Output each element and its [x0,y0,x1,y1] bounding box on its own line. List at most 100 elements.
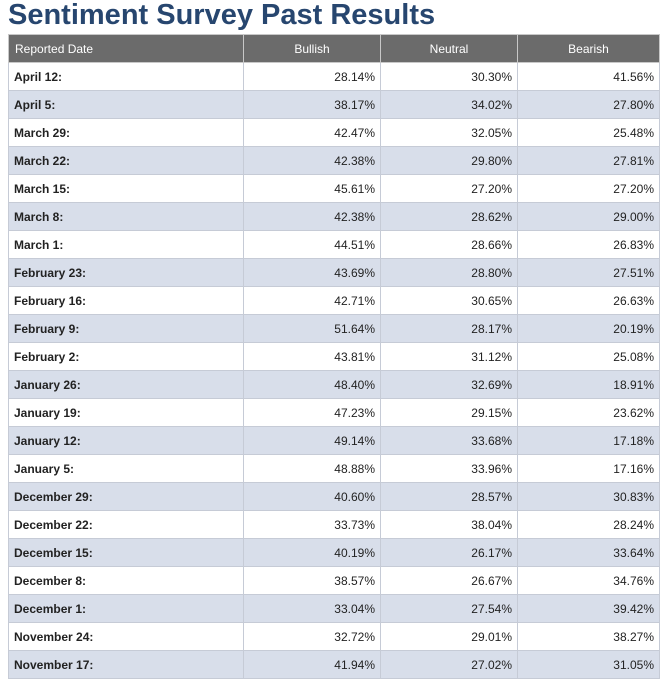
bullish-cell: 40.19% [243,538,381,567]
neutral-cell: 34.02% [380,90,518,119]
neutral-cell: 27.54% [380,594,518,623]
reported-date-cell: February 2: [8,342,244,371]
neutral-cell: 27.20% [380,174,518,203]
neutral-cell: 33.68% [380,426,518,455]
table-row: January 26: 48.40% 32.69% 18.91% [8,370,660,399]
neutral-cell: 28.62% [380,202,518,231]
table-row: December 29: 40.60% 28.57% 30.83% [8,482,660,511]
bullish-cell: 45.61% [243,174,381,203]
bullish-cell: 38.57% [243,566,381,595]
bearish-cell: 25.08% [517,342,660,371]
reported-date-cell: February 16: [8,286,244,315]
neutral-cell: 27.02% [380,650,518,679]
table-row: March 22: 42.38% 29.80% 27.81% [8,146,660,175]
bearish-cell: 27.80% [517,90,660,119]
reported-date-cell: January 12: [8,426,244,455]
header-reported-date: Reported Date [8,34,244,63]
bullish-cell: 48.40% [243,370,381,399]
table-row: February 2: 43.81% 31.12% 25.08% [8,342,660,371]
bullish-cell: 38.17% [243,90,381,119]
neutral-cell: 29.15% [380,398,518,427]
bearish-cell: 39.42% [517,594,660,623]
bearish-cell: 34.76% [517,566,660,595]
table-row: March 8: 42.38% 28.62% 29.00% [8,202,660,231]
bullish-cell: 33.04% [243,594,381,623]
reported-date-cell: November 24: [8,622,244,651]
table-body: April 12: 28.14% 30.30% 41.56% April 5: 38.17… [8,62,660,679]
neutral-cell: 28.17% [380,314,518,343]
header-bearish: Bearish [517,34,660,63]
reported-date-cell: March 22: [8,146,244,175]
table-row: March 15: 45.61% 27.20% 27.20% [8,174,660,203]
reported-date-cell: March 8: [8,202,244,231]
bullish-cell: 33.73% [243,510,381,539]
table-row: December 1: 33.04% 27.54% 39.42% [8,594,660,623]
bullish-cell: 43.81% [243,342,381,371]
bullish-cell: 32.72% [243,622,381,651]
reported-date-cell: April 5: [8,90,244,119]
reported-date-cell: November 17: [8,650,244,679]
bearish-cell: 38.27% [517,622,660,651]
neutral-cell: 32.69% [380,370,518,399]
bearish-cell: 26.63% [517,286,660,315]
neutral-cell: 28.80% [380,258,518,287]
bullish-cell: 28.14% [243,62,381,91]
reported-date-cell: January 26: [8,370,244,399]
table-row: November 24: 32.72% 29.01% 38.27% [8,622,660,651]
bullish-cell: 42.71% [243,286,381,315]
table-row: March 1: 44.51% 28.66% 26.83% [8,230,660,259]
bearish-cell: 20.19% [517,314,660,343]
table-row: January 12: 49.14% 33.68% 17.18% [8,426,660,455]
table-row: February 23: 43.69% 28.80% 27.51% [8,258,660,287]
neutral-cell: 28.66% [380,230,518,259]
table-row: December 15: 40.19% 26.17% 33.64% [8,538,660,567]
neutral-cell: 30.30% [380,62,518,91]
bearish-cell: 27.81% [517,146,660,175]
bearish-cell: 17.16% [517,454,660,483]
bearish-cell: 31.05% [517,650,660,679]
bullish-cell: 51.64% [243,314,381,343]
neutral-cell: 38.04% [380,510,518,539]
table-row: January 5: 48.88% 33.96% 17.16% [8,454,660,483]
bullish-cell: 41.94% [243,650,381,679]
table-row: January 19: 47.23% 29.15% 23.62% [8,398,660,427]
bullish-cell: 48.88% [243,454,381,483]
table-row: February 9: 51.64% 28.17% 20.19% [8,314,660,343]
neutral-cell: 30.65% [380,286,518,315]
bearish-cell: 33.64% [517,538,660,567]
bearish-cell: 41.56% [517,62,660,91]
reported-date-cell: February 9: [8,314,244,343]
reported-date-cell: January 5: [8,454,244,483]
reported-date-cell: March 29: [8,118,244,147]
reported-date-cell: March 1: [8,230,244,259]
reported-date-cell: December 22: [8,510,244,539]
bullish-cell: 47.23% [243,398,381,427]
bearish-cell: 28.24% [517,510,660,539]
table-row: March 29: 42.47% 32.05% 25.48% [8,118,660,147]
header-neutral: Neutral [380,34,518,63]
reported-date-cell: February 23: [8,258,244,287]
bullish-cell: 42.38% [243,202,381,231]
bearish-cell: 29.00% [517,202,660,231]
bearish-cell: 27.51% [517,258,660,287]
table-row: February 16: 42.71% 30.65% 26.63% [8,286,660,315]
table-row: December 22: 33.73% 38.04% 28.24% [8,510,660,539]
table-row: December 8: 38.57% 26.67% 34.76% [8,566,660,595]
neutral-cell: 26.17% [380,538,518,567]
neutral-cell: 29.01% [380,622,518,651]
neutral-cell: 26.67% [380,566,518,595]
page-title: Sentiment Survey Past Results [8,0,436,31]
reported-date-cell: December 8: [8,566,244,595]
reported-date-cell: March 15: [8,174,244,203]
neutral-cell: 28.57% [380,482,518,511]
table-row: November 17: 41.94% 27.02% 31.05% [8,650,660,679]
bullish-cell: 44.51% [243,230,381,259]
neutral-cell: 32.05% [380,118,518,147]
table-header-row: Reported Date Bullish Neutral Bearish [8,34,660,63]
bullish-cell: 49.14% [243,426,381,455]
neutral-cell: 29.80% [380,146,518,175]
bearish-cell: 26.83% [517,230,660,259]
bullish-cell: 40.60% [243,482,381,511]
bullish-cell: 42.47% [243,118,381,147]
neutral-cell: 33.96% [380,454,518,483]
